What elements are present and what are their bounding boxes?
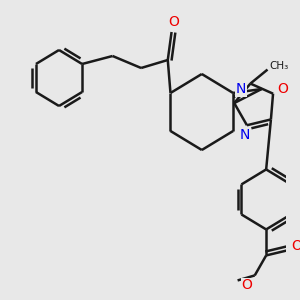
Text: O: O	[277, 82, 288, 96]
Text: O: O	[168, 15, 179, 29]
Text: O: O	[291, 239, 300, 254]
Text: N: N	[240, 128, 250, 142]
Text: CH₃: CH₃	[269, 61, 289, 70]
Text: O: O	[242, 278, 253, 292]
Text: N: N	[236, 82, 246, 96]
